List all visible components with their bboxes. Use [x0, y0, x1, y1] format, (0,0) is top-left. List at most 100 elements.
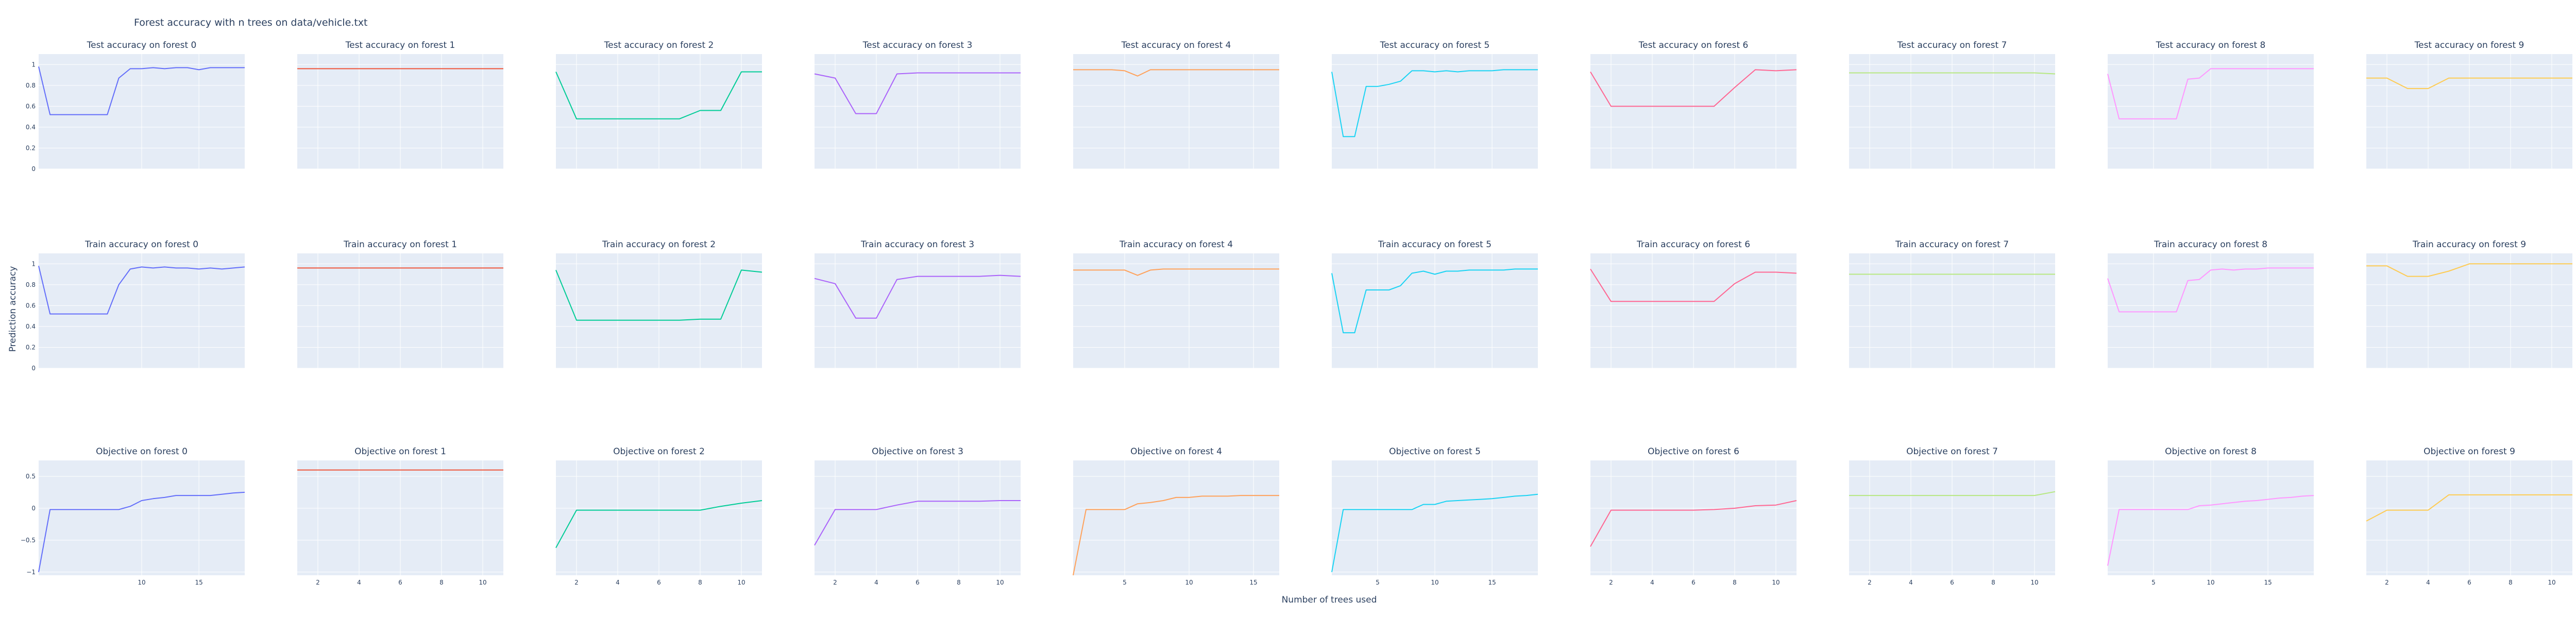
series-line-forest-2 — [555, 500, 762, 548]
series-line-forest-8 — [2107, 267, 2314, 313]
plot-background — [1073, 253, 1279, 368]
series-line-forest-4 — [1073, 495, 1279, 576]
subplot-test-9: Test accuracy on forest 9 — [2366, 40, 2572, 169]
y-tick-label: 0.6 — [26, 102, 36, 110]
subplot-objective-5: 5 10 15 Objective on forest 5 — [1331, 447, 1538, 586]
series-line-forest-9 — [2366, 77, 2572, 89]
x-tick-label: 10 — [1431, 579, 1438, 586]
y-tick-label: −1 — [26, 569, 36, 576]
subplot-title: Objective on forest 2 — [613, 447, 705, 457]
y-tick-label: 0.5 — [26, 473, 36, 480]
x-tick-label: 10 — [737, 579, 745, 586]
y-tick-label: 0.8 — [26, 281, 36, 288]
series-line-forest-3 — [814, 72, 1021, 114]
x-tick-label: 6 — [657, 579, 661, 586]
x-tick-label: 8 — [1991, 579, 1995, 586]
subplot-train-1: Train accuracy on forest 1 — [297, 239, 503, 369]
subplot-test-6: Test accuracy on forest 6 — [1590, 40, 1797, 169]
subplot-train-5: Train accuracy on forest 5 — [1331, 239, 1538, 369]
subplot-objective-0: 10 15 −1 −0.5 0 0.5 Objective on forest 0 — [21, 447, 245, 586]
x-tick-label: 15 — [1249, 579, 1257, 586]
x-tick-label: 8 — [1733, 579, 1737, 586]
plot-background — [1073, 460, 1279, 575]
subplot-title: Train accuracy on forest 9 — [2412, 239, 2526, 250]
subplot-title: Test accuracy on forest 9 — [2414, 40, 2524, 50]
series-line-forest-7 — [1849, 72, 2056, 75]
series-line-forest-8 — [2107, 68, 2314, 119]
subplot-test-4: Test accuracy on forest 4 — [1073, 40, 1279, 169]
series-line-forest-0 — [38, 491, 245, 572]
subplot-objective-6: 2 4 6 8 10 Objective on forest 6 — [1590, 447, 1797, 586]
x-tick-label: 8 — [698, 579, 702, 586]
subplots: 0 0.2 0.4 0.6 0.8 1 Test accuracy on forest 0 T… — [21, 40, 2572, 586]
series-line-forest-0 — [38, 266, 245, 315]
series-line-forest-5 — [1331, 493, 1538, 572]
subplot-title: Train accuracy on forest 0 — [84, 239, 198, 250]
subplot-title: Test accuracy on forest 0 — [87, 40, 197, 50]
x-tick-label: 5 — [2151, 579, 2156, 586]
subplot-title: Train accuracy on forest 3 — [860, 239, 974, 250]
x-tick-label: 15 — [2264, 579, 2272, 586]
subplot-title: Train accuracy on forest 8 — [2154, 239, 2267, 250]
x-tick-label: 10 — [479, 579, 486, 586]
subplot-title: Test accuracy on forest 1 — [345, 40, 455, 50]
x-tick-label: 5 — [1123, 579, 1127, 586]
x-tick-label: 10 — [2030, 579, 2038, 586]
subplot-train-7: Train accuracy on forest 7 — [1849, 239, 2055, 369]
x-tick-label: 10 — [2548, 579, 2555, 586]
subplot-title: Train accuracy on forest 1 — [343, 239, 457, 250]
subplot-title: Test accuracy on forest 4 — [1121, 40, 1231, 50]
subplot-objective-7: 2 4 6 8 10 Objective on forest 7 — [1849, 447, 2056, 586]
series-line-forest-4 — [1073, 268, 1279, 276]
subplot-title: Train accuracy on forest 6 — [1636, 239, 1750, 250]
subplot-test-5: Test accuracy on forest 5 — [1331, 40, 1538, 169]
series-line-forest-6 — [1590, 69, 1797, 107]
subplot-title: Test accuracy on forest 8 — [2156, 40, 2266, 50]
subplot-title: Test accuracy on forest 2 — [604, 40, 714, 50]
x-tick-label: 15 — [1488, 579, 1496, 586]
y-tick-label: 1 — [31, 61, 36, 68]
subplot-title: Objective on forest 0 — [96, 447, 188, 457]
chart-title: Forest accuracy with n trees on data/veh… — [134, 17, 367, 28]
subplot-test-0: 0 0.2 0.4 0.6 0.8 1 Test accuracy on forest 0 — [26, 40, 245, 173]
x-tick-label: 2 — [1609, 579, 1613, 586]
y-tick-label: 0.4 — [26, 124, 36, 131]
subplot-test-3: Test accuracy on forest 3 — [814, 40, 1021, 169]
x-tick-label: 10 — [1185, 579, 1193, 586]
x-tick-label: 2 — [574, 579, 579, 586]
x-tick-label: 10 — [138, 579, 145, 586]
series-line-forest-3 — [814, 274, 1021, 319]
x-tick-label: 10 — [2207, 579, 2214, 586]
series-line-forest-3 — [814, 500, 1021, 546]
x-tick-label: 5 — [1376, 579, 1380, 586]
subplot-train-3: Train accuracy on forest 3 — [814, 239, 1021, 369]
x-tick-label: 4 — [357, 579, 361, 586]
x-tick-label: 4 — [2426, 579, 2430, 586]
x-axis-label: Number of trees used — [1282, 595, 1377, 605]
series-line-forest-4 — [1073, 69, 1279, 77]
subplot-title: Train accuracy on forest 7 — [1895, 239, 2009, 250]
y-tick-label: 0 — [31, 365, 36, 372]
x-tick-label: 6 — [1950, 579, 1954, 586]
x-tick-label: 4 — [1650, 579, 1654, 586]
series-line-forest-9 — [2366, 494, 2572, 522]
subplot-train-6: Train accuracy on forest 6 — [1590, 239, 1797, 369]
y-tick-label: 0.2 — [26, 344, 36, 351]
series-line-forest-6 — [1590, 268, 1797, 302]
x-tick-label: 6 — [2467, 579, 2471, 586]
x-tick-label: 4 — [616, 579, 620, 586]
series-line-forest-2 — [555, 71, 762, 119]
x-tick-label: 6 — [398, 579, 402, 586]
series-line-forest-5 — [1331, 268, 1538, 334]
subplot-train-2: Train accuracy on forest 2 — [555, 239, 762, 369]
subplot-test-8: Test accuracy on forest 8 — [2107, 40, 2314, 169]
x-tick-label: 6 — [1691, 579, 1696, 586]
subplot-test-1: Test accuracy on forest 1 — [297, 40, 503, 169]
subplot-title: Objective on forest 3 — [872, 447, 963, 457]
subplot-objective-1: 2 4 6 8 10 Objective on forest 1 — [297, 447, 503, 586]
y-tick-label: 1 — [31, 260, 36, 267]
x-tick-label: 2 — [2385, 579, 2389, 586]
series-line-forest-5 — [1331, 69, 1538, 138]
subplot-title: Objective on forest 9 — [2424, 447, 2515, 457]
